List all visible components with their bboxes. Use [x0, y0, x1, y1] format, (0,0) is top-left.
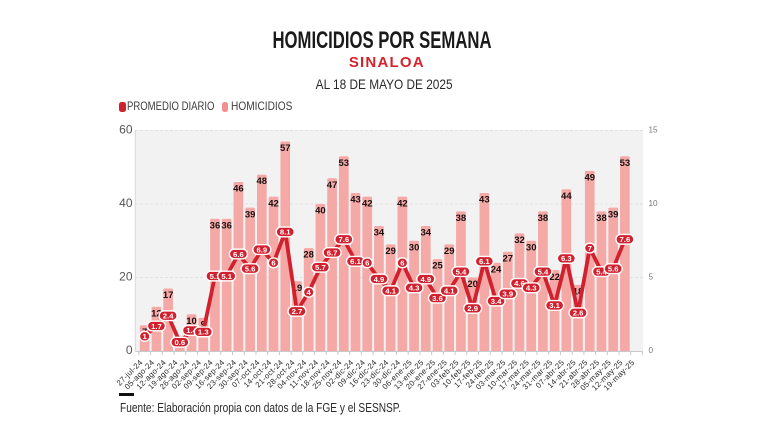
- svg-text:25: 25: [432, 261, 443, 272]
- svg-text:40: 40: [119, 196, 133, 210]
- svg-text:4.9: 4.9: [420, 275, 431, 284]
- svg-text:2.4: 2.4: [163, 312, 174, 321]
- svg-text:19: 19: [292, 283, 303, 294]
- svg-text:2.6: 2.6: [573, 309, 584, 318]
- svg-text:39: 39: [608, 209, 619, 220]
- svg-text:5.6: 5.6: [608, 264, 619, 273]
- svg-text:48: 48: [257, 176, 268, 187]
- svg-text:53: 53: [339, 158, 350, 169]
- svg-text:1.3: 1.3: [198, 328, 209, 337]
- svg-text:47: 47: [327, 180, 338, 191]
- svg-text:5.4: 5.4: [538, 267, 549, 276]
- svg-text:42: 42: [268, 198, 279, 209]
- svg-text:29: 29: [444, 246, 455, 257]
- svg-text:18: 18: [573, 286, 584, 297]
- svg-text:28: 28: [303, 250, 314, 261]
- svg-text:4.6: 4.6: [514, 279, 525, 288]
- svg-text:34: 34: [421, 228, 432, 239]
- svg-text:44: 44: [561, 191, 572, 202]
- svg-text:6.6: 6.6: [233, 250, 244, 259]
- svg-text:5.1: 5.1: [221, 272, 232, 281]
- svg-text:4.1: 4.1: [385, 287, 396, 296]
- svg-text:30: 30: [526, 242, 537, 253]
- svg-text:6.9: 6.9: [256, 245, 267, 254]
- svg-text:43: 43: [350, 195, 361, 206]
- svg-text:3.1: 3.1: [549, 301, 560, 310]
- svg-text:30: 30: [409, 242, 420, 253]
- svg-text:3.4: 3.4: [491, 297, 502, 306]
- svg-text:4.3: 4.3: [526, 284, 537, 293]
- svg-text:10: 10: [649, 199, 659, 208]
- svg-text:22: 22: [549, 272, 560, 283]
- svg-text:1: 1: [143, 332, 148, 341]
- svg-text:4.3: 4.3: [409, 284, 420, 293]
- svg-text:20: 20: [119, 270, 133, 284]
- svg-text:7.6: 7.6: [338, 235, 349, 244]
- svg-text:0.6: 0.6: [174, 338, 185, 347]
- svg-text:2.9: 2.9: [467, 304, 478, 313]
- svg-text:39: 39: [245, 209, 256, 220]
- svg-text:6: 6: [365, 259, 369, 268]
- svg-text:34: 34: [374, 228, 385, 239]
- svg-text:4: 4: [307, 288, 312, 297]
- svg-text:36: 36: [221, 220, 232, 231]
- svg-text:60: 60: [119, 123, 133, 137]
- svg-text:5.6: 5.6: [245, 264, 256, 273]
- svg-text:38: 38: [538, 213, 549, 224]
- svg-text:0: 0: [649, 346, 654, 355]
- svg-text:32: 32: [514, 235, 525, 246]
- svg-text:2.7: 2.7: [292, 307, 303, 316]
- svg-text:42: 42: [362, 198, 373, 209]
- svg-text:6: 6: [271, 259, 275, 268]
- svg-text:46: 46: [233, 184, 244, 195]
- svg-text:1.4: 1.4: [186, 326, 197, 335]
- svg-text:6.7: 6.7: [327, 248, 338, 257]
- svg-text:4.9: 4.9: [374, 275, 385, 284]
- svg-text:38: 38: [456, 213, 467, 224]
- svg-text:24: 24: [491, 264, 502, 275]
- svg-text:7.6: 7.6: [620, 235, 631, 244]
- svg-text:5.4: 5.4: [456, 267, 467, 276]
- svg-text:5: 5: [649, 273, 654, 282]
- svg-text:40: 40: [315, 206, 326, 217]
- svg-text:3.9: 3.9: [502, 289, 513, 298]
- svg-text:20: 20: [467, 279, 478, 290]
- svg-text:38: 38: [596, 213, 607, 224]
- svg-text:12: 12: [151, 309, 162, 320]
- svg-text:10: 10: [186, 316, 197, 327]
- svg-text:6.3: 6.3: [561, 254, 572, 263]
- svg-text:53: 53: [620, 158, 631, 169]
- svg-text:6.1: 6.1: [479, 257, 490, 266]
- svg-text:3.6: 3.6: [432, 294, 443, 303]
- svg-text:4.1: 4.1: [444, 287, 455, 296]
- svg-text:0: 0: [126, 343, 133, 357]
- svg-text:36: 36: [210, 220, 221, 231]
- svg-text:57: 57: [280, 143, 291, 154]
- svg-text:29: 29: [385, 246, 396, 257]
- svg-text:15: 15: [649, 126, 659, 135]
- svg-text:7: 7: [588, 244, 592, 253]
- svg-text:6.1: 6.1: [350, 257, 361, 266]
- svg-text:27: 27: [502, 253, 513, 264]
- svg-text:6: 6: [400, 259, 404, 268]
- svg-text:5.1: 5.1: [210, 272, 221, 281]
- svg-text:17: 17: [163, 290, 174, 301]
- svg-text:42: 42: [397, 198, 408, 209]
- svg-text:5.4: 5.4: [596, 267, 607, 276]
- svg-text:8.1: 8.1: [280, 228, 291, 237]
- svg-text:5.7: 5.7: [315, 263, 326, 272]
- svg-text:43: 43: [479, 195, 490, 206]
- svg-text:49: 49: [584, 173, 595, 184]
- svg-text:1.7: 1.7: [151, 322, 162, 331]
